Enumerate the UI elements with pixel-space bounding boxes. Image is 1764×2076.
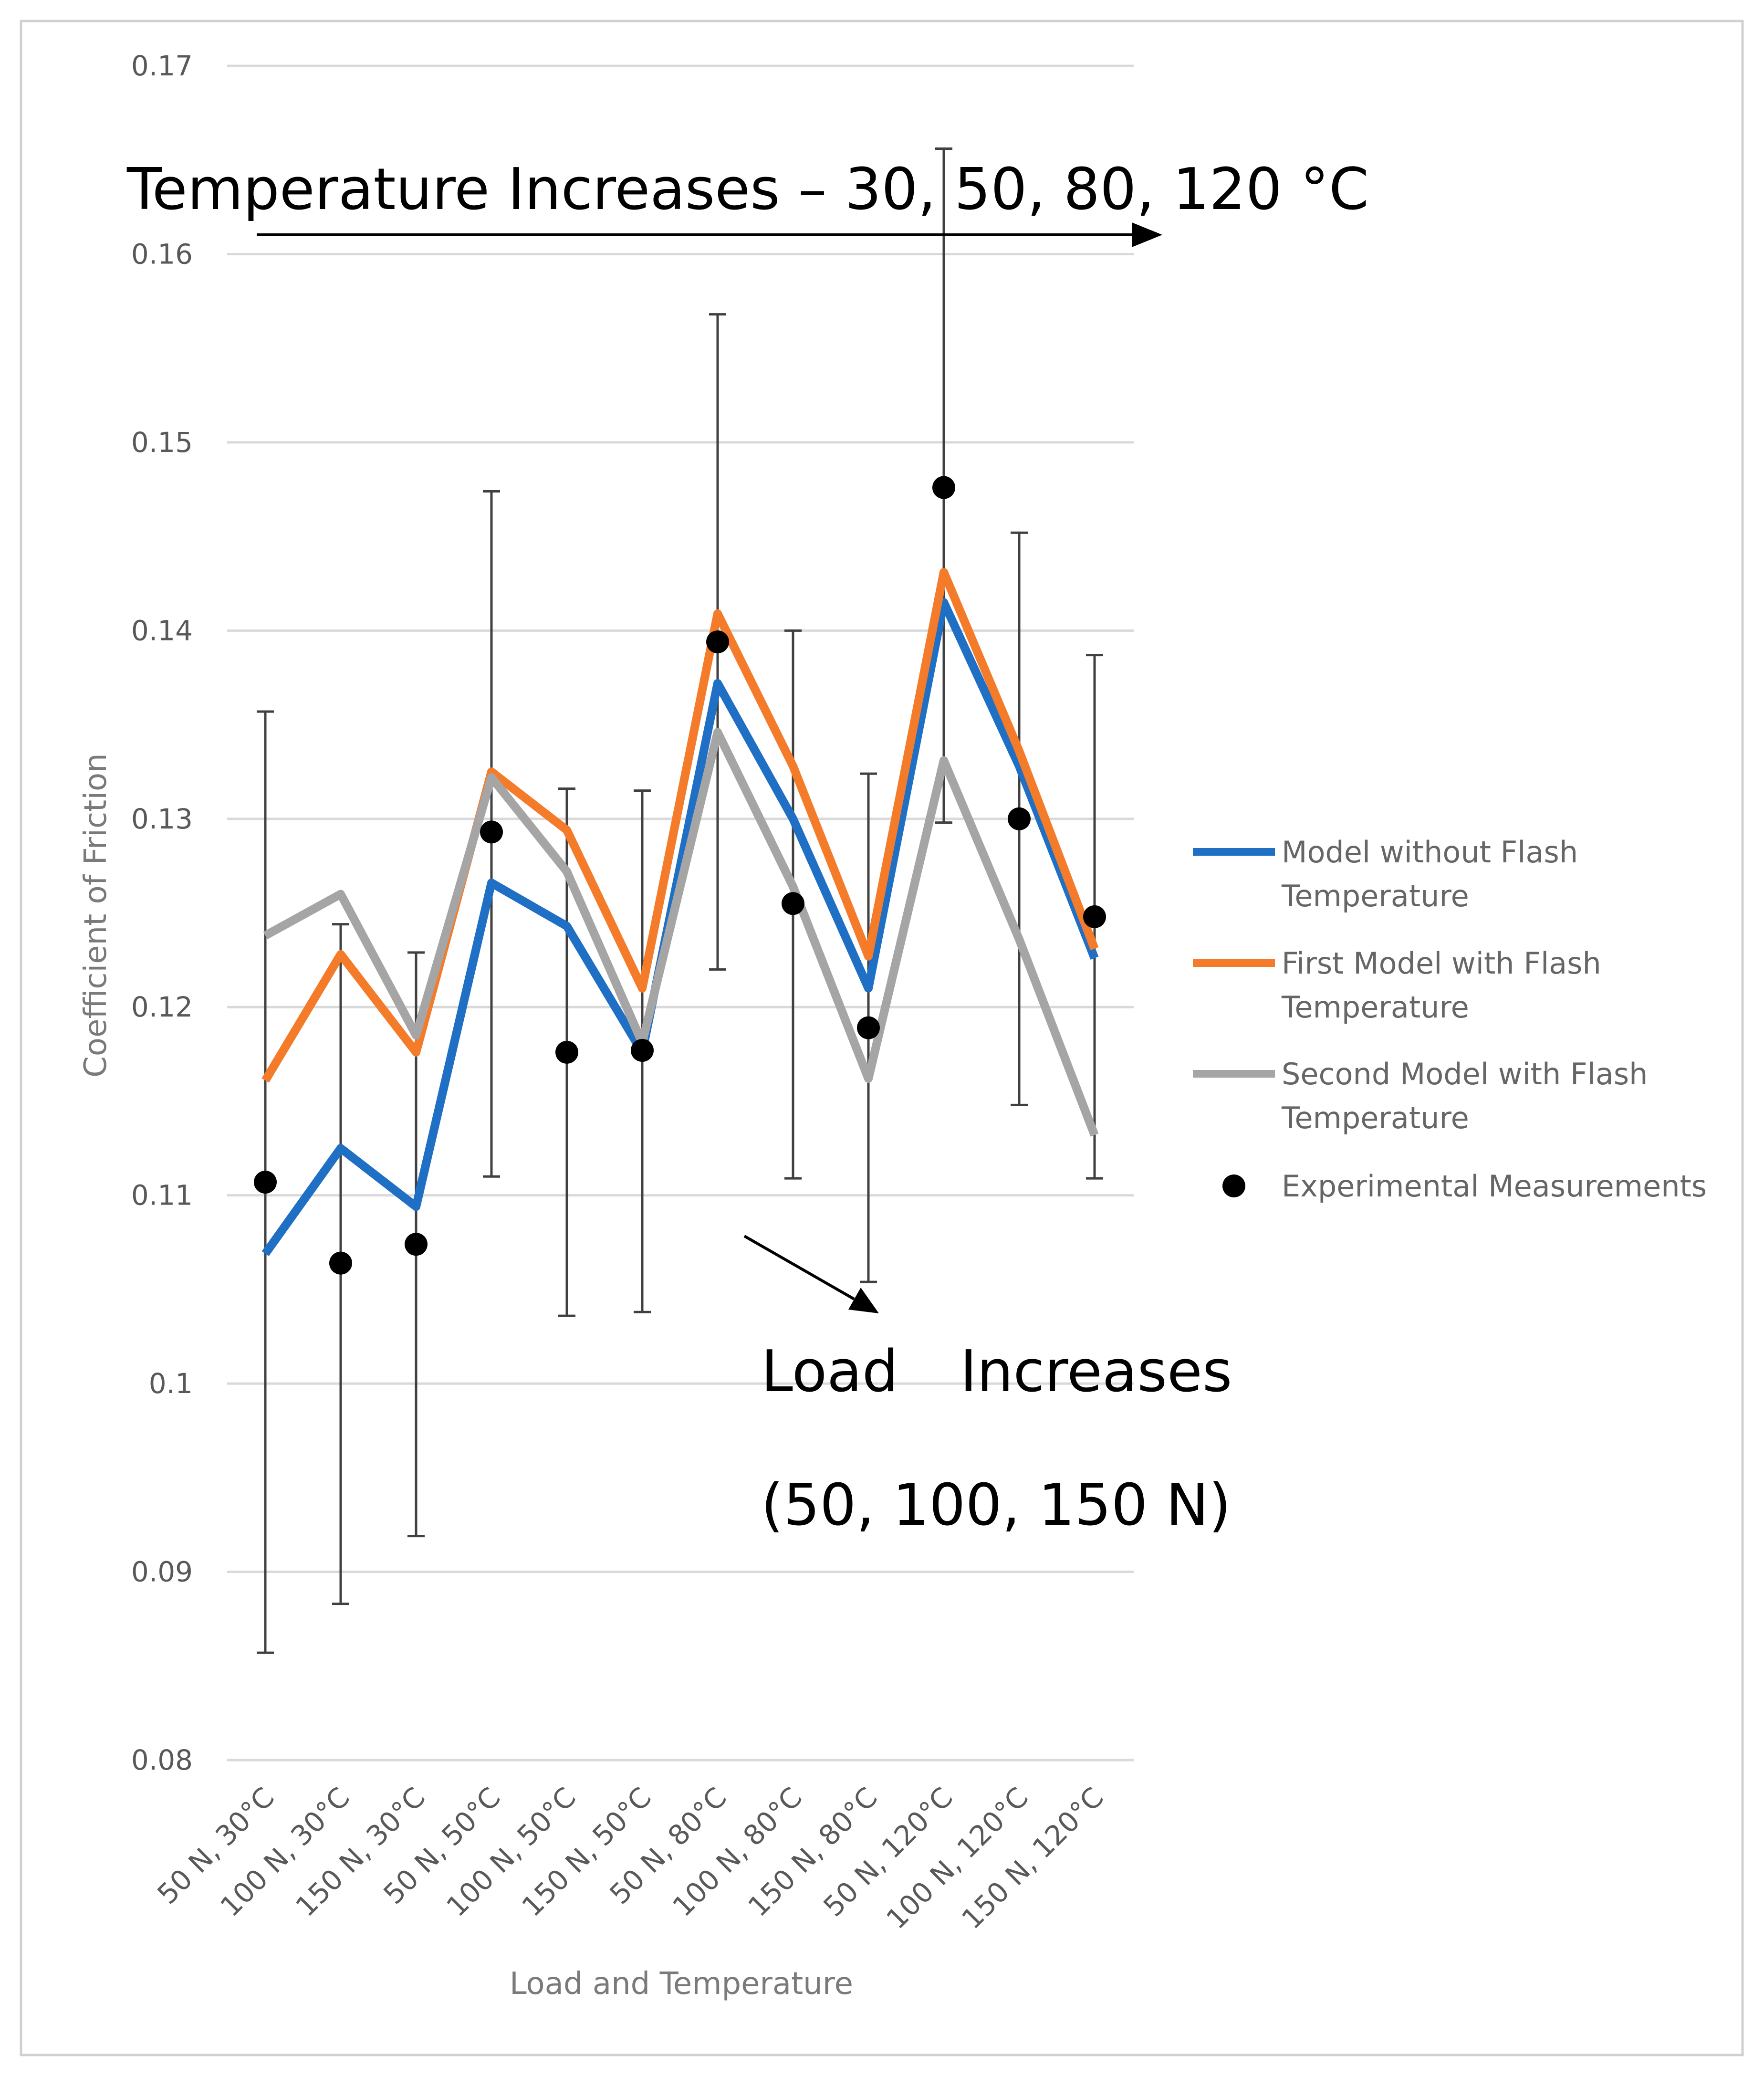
legend-label: Model without Flash [1282, 835, 1578, 870]
y-tick-label: 0.09 [131, 1556, 193, 1588]
legend-entry: Experimental Measurements [1222, 1169, 1707, 1204]
legend-entry: Second Model with Flash Temperature [1193, 1057, 1648, 1135]
y-axis-ticks: 0.08 0.09 0.1 0.11 0.12 0.13 0.14 0.15 0.16 0.17 [131, 50, 193, 1776]
y-axis-title: Coefficient of Friction [78, 753, 114, 1078]
legend-label: Second Model with Flash [1282, 1057, 1648, 1091]
y-tick-label: 0.1 [149, 1367, 193, 1400]
series-line-1 [261, 568, 1099, 1083]
y-tick-label: 0.15 [131, 426, 193, 459]
legend-label: Temperature [1281, 879, 1469, 913]
data-point [480, 820, 503, 844]
series-line-2 [263, 728, 1099, 1137]
y-tick-label: 0.11 [131, 1179, 193, 1212]
data-point [1008, 807, 1031, 830]
legend-label: Temperature [1281, 1101, 1469, 1135]
data-point [932, 476, 955, 499]
series-line-0 [261, 598, 1099, 1257]
legend-swatch [1222, 1174, 1245, 1197]
series-lines [261, 568, 1099, 1257]
load-arrow-head [848, 1288, 879, 1313]
data-point [329, 1251, 352, 1275]
x-axis-title: Load and Temperature [510, 1966, 853, 2002]
data-point [782, 892, 804, 915]
y-tick-label: 0.12 [131, 991, 193, 1023]
data-point [631, 1038, 654, 1062]
load-annotation: Load [761, 1339, 898, 1405]
increases-annotation: Increases [960, 1339, 1232, 1405]
legend-entry: First Model with Flash Temperature [1193, 946, 1601, 1025]
data-point [1083, 905, 1106, 928]
load-values-annotation: (50, 100, 150 N) [761, 1472, 1231, 1539]
grid [227, 64, 1134, 1761]
data-point [254, 1171, 277, 1194]
data-point [405, 1233, 428, 1256]
y-tick-label: 0.08 [131, 1744, 193, 1776]
data-point [706, 630, 729, 653]
legend-label: First Model with Flash [1282, 946, 1601, 981]
y-tick-label: 0.17 [131, 50, 193, 82]
experimental-points [254, 476, 1106, 1275]
data-point [857, 1016, 880, 1039]
legend-label: Temperature [1281, 990, 1469, 1025]
data-point [555, 1040, 578, 1064]
temperature-arrow-head [1132, 222, 1162, 247]
load-arrow-line [743, 1235, 855, 1300]
legend-label: Experimental Measurements [1282, 1169, 1707, 1204]
y-tick-label: 0.14 [131, 614, 193, 647]
temperature-annotation: Temperature Increases – 30, 50, 80, 120 … [126, 157, 1369, 223]
legend-entry: Model without Flash Temperature [1193, 835, 1578, 913]
y-tick-label: 0.16 [131, 238, 193, 270]
y-tick-label: 0.13 [131, 803, 193, 835]
